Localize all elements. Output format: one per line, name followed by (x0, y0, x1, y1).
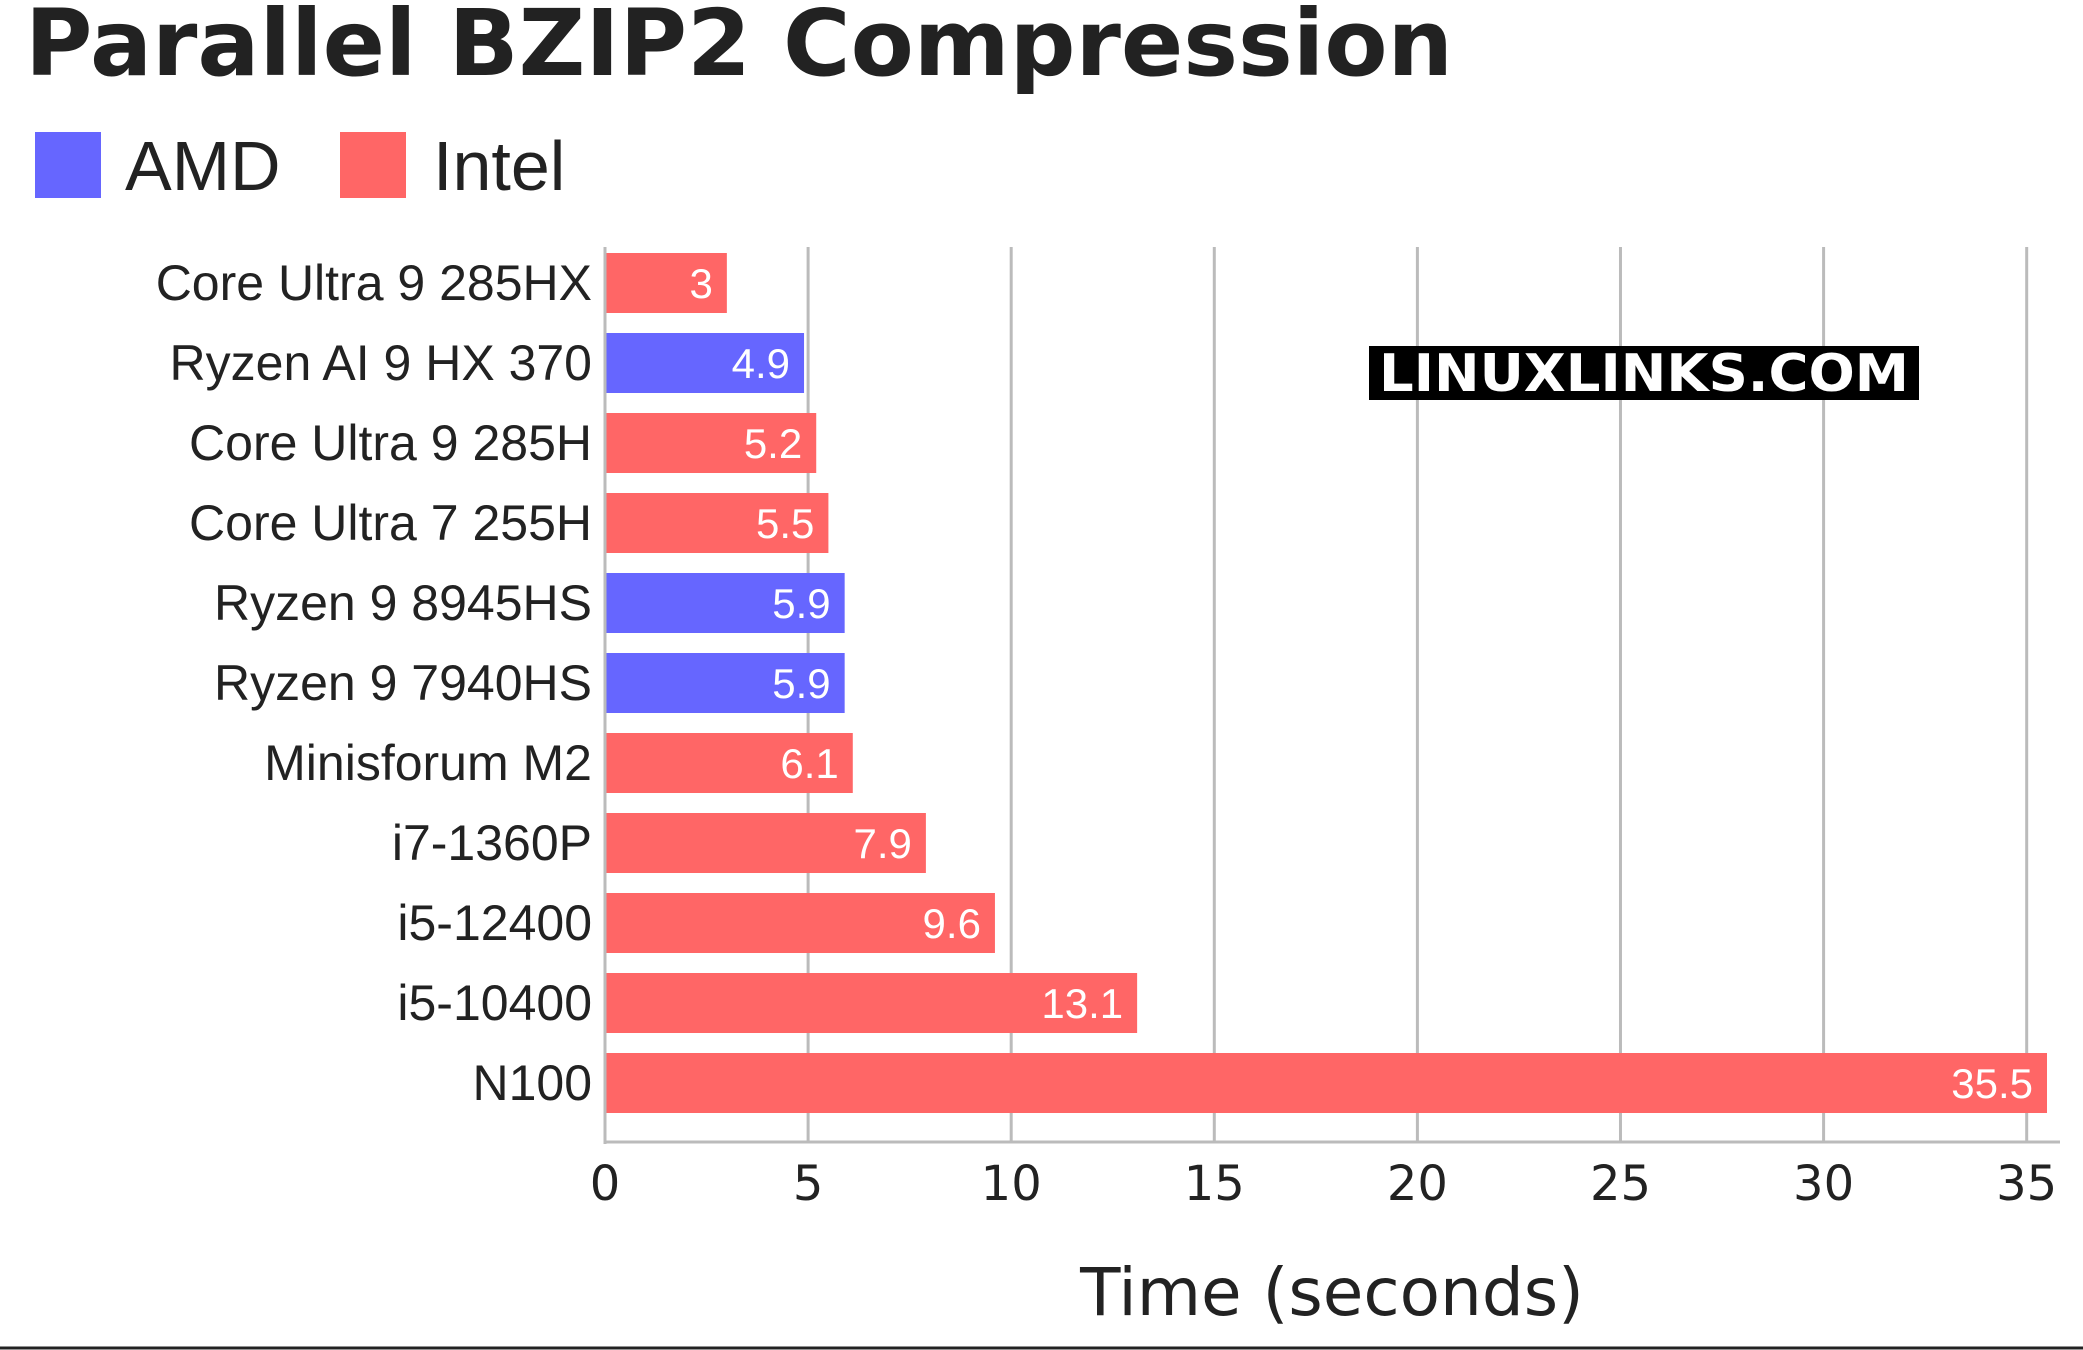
y-category-label-2: Core Ultra 9 285H (189, 415, 592, 471)
y-category-label-10: N100 (472, 1055, 592, 1111)
x-axis-title: Time (seconds) (1079, 1254, 1584, 1331)
bar-9 (605, 973, 1138, 1033)
legend: AMD Intel (35, 127, 565, 205)
axes: 0 5 10 15 20 25 30 35 (590, 247, 2060, 1212)
x-tick-label-10: 10 (981, 1156, 1042, 1212)
data-label-9: 13.1 (1041, 980, 1123, 1027)
x-tick-label-35: 35 (1996, 1156, 2057, 1212)
bar-1 (605, 333, 805, 393)
data-label-8: 9.6 (923, 900, 981, 947)
y-category-label-8: i5-12400 (397, 895, 592, 951)
data-label-0: 3 (689, 260, 712, 307)
bar-10 (605, 1053, 2047, 1113)
y-category-label-0: Core Ultra 9 285HX (156, 255, 592, 311)
data-label-3: 5.5 (756, 500, 814, 547)
data-label-4: 5.9 (772, 580, 830, 627)
bar-2 (605, 413, 817, 473)
watermark-text: LINUXLINKS.COM (1379, 344, 1909, 404)
y-category-label-4: Ryzen 9 8945HS (214, 575, 592, 631)
legend-label-intel: Intel (433, 127, 565, 205)
y-category-label-5: Ryzen 9 7940HS (214, 655, 592, 711)
data-label-2: 5.2 (744, 420, 802, 467)
x-tick-label-20: 20 (1387, 1156, 1448, 1212)
x-tick-label-5: 5 (793, 1156, 824, 1212)
bar-3 (605, 493, 829, 553)
data-label-7: 7.9 (854, 820, 912, 867)
legend-swatch-intel (340, 132, 406, 198)
bar-6 (605, 733, 853, 793)
x-tick-label-15: 15 (1184, 1156, 1245, 1212)
y-category-label-6: Minisforum M2 (264, 735, 592, 791)
bars: Core Ultra 9 285HX 3 Ryzen AI 9 HX 370 4.9 C… (156, 253, 2047, 1113)
watermark: LINUXLINKS.COM (1369, 344, 1919, 404)
chart-title: Parallel BZIP2 Compression (25, 0, 1453, 97)
y-category-label-9: i5-10400 (397, 975, 592, 1031)
bar-0 (605, 253, 727, 313)
data-label-6: 6.1 (780, 740, 838, 787)
data-label-5: 5.9 (772, 660, 830, 707)
bar-4 (605, 573, 845, 633)
x-tick-label-25: 25 (1590, 1156, 1651, 1212)
bar-8 (605, 893, 995, 953)
data-label-1: 4.9 (732, 340, 790, 387)
x-tick-label-0: 0 (590, 1156, 621, 1212)
y-category-label-3: Core Ultra 7 255H (189, 495, 592, 551)
data-label-10: 35.5 (1951, 1060, 2033, 1107)
y-category-label-7: i7-1360P (392, 815, 592, 871)
y-category-label-1: Ryzen AI 9 HX 370 (170, 335, 592, 391)
legend-swatch-amd (35, 132, 101, 198)
bar-7 (605, 813, 926, 873)
bar-5 (605, 653, 845, 713)
watermark-background (1369, 346, 1919, 400)
legend-label-amd: AMD (125, 127, 281, 205)
x-tick-label-30: 30 (1793, 1156, 1854, 1212)
